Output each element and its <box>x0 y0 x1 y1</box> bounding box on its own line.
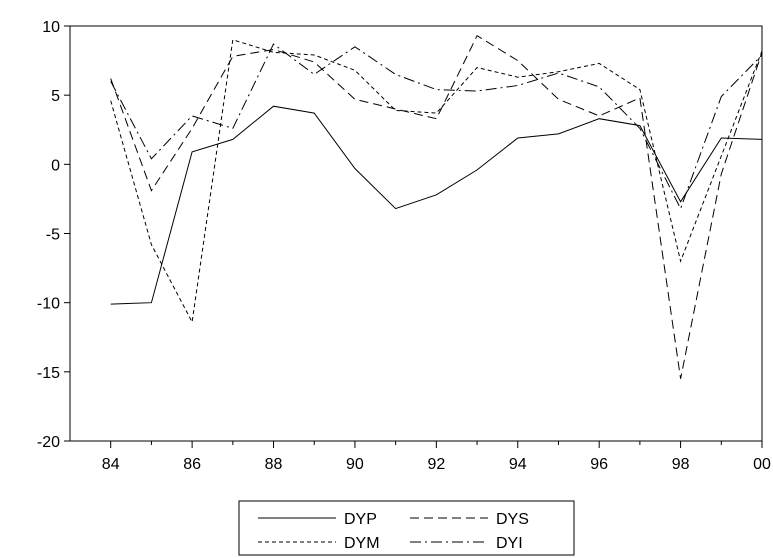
legend-label-dyi: DYI <box>496 535 523 552</box>
legend-box <box>238 500 575 556</box>
x-tick-label: 88 <box>265 456 283 473</box>
series-lines <box>110 34 763 379</box>
plot-frame <box>69 25 763 442</box>
legend-label-dys: DYS <box>496 511 529 528</box>
x-axis: 84 86 88 90 92 94 96 98 00 <box>102 441 771 473</box>
x-tick-label: 84 <box>102 456 120 473</box>
y-axis: 10 5 0 -5 -10 -15 -20 <box>37 19 70 451</box>
x-tick-label: 86 <box>183 456 201 473</box>
series-line-dym <box>110 39 763 324</box>
x-tick-label: 94 <box>509 456 527 473</box>
x-tick-label: 90 <box>346 456 364 473</box>
legend-label-dym: DYM <box>344 535 380 552</box>
y-tick-label: 10 <box>42 19 60 36</box>
series-line-dyp <box>110 105 763 305</box>
x-tick-label: 96 <box>590 456 608 473</box>
x-tick-label: 00 <box>753 456 771 473</box>
y-tick-label: 0 <box>51 157 60 174</box>
legend-label-dyp: DYP <box>344 511 377 528</box>
y-tick-label: -10 <box>37 296 60 313</box>
series-line-dyi <box>110 43 763 210</box>
x-tick-label: 98 <box>672 456 690 473</box>
x-tick-label: 92 <box>427 456 445 473</box>
y-tick-label: -5 <box>46 227 60 244</box>
legend: DYP DYS DYM DYI <box>238 500 575 556</box>
y-tick-label: -20 <box>37 434 60 451</box>
y-tick-label: -15 <box>37 365 60 382</box>
plot-area <box>69 25 763 442</box>
y-tick-label: 5 <box>51 88 60 105</box>
